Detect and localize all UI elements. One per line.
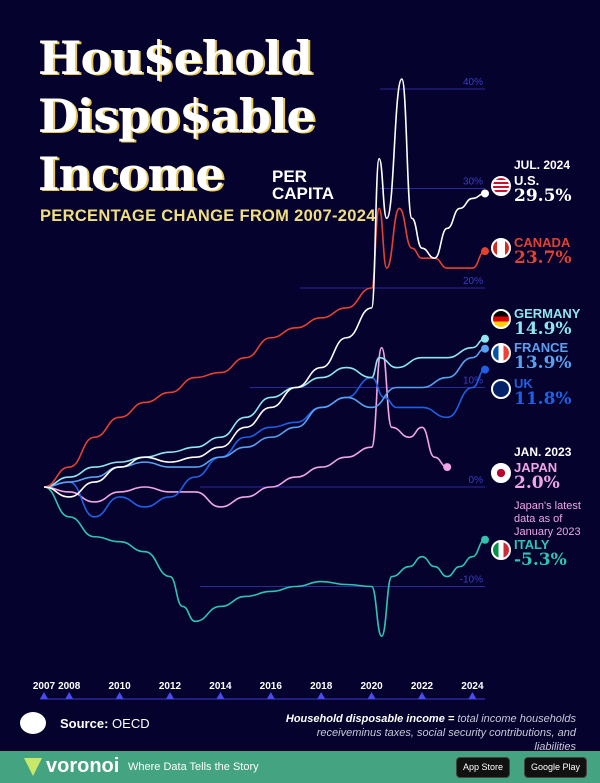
x-tick-label: 2014 <box>209 681 232 692</box>
series-endpoint <box>481 344 489 353</box>
flag-uk-icon <box>491 379 511 399</box>
title-line-3: Income <box>38 147 225 201</box>
per-capita-label: PER CAPITA <box>272 167 335 203</box>
x-tick-marker <box>468 692 477 699</box>
series-line-germany <box>43 337 486 488</box>
title-line-1: Hou$ehold <box>38 31 313 85</box>
series-line-uk <box>43 368 486 518</box>
x-tick-marker <box>266 692 275 699</box>
country-label: GERMANY <box>514 306 581 321</box>
google-play-button[interactable]: Google Play <box>524 757 588 778</box>
series-line-canada <box>43 207 486 488</box>
x-tick-label: 2012 <box>159 681 182 692</box>
flag-us-icon <box>491 176 511 196</box>
source-label: Source: <box>60 716 109 731</box>
x-tick-marker <box>418 692 426 699</box>
final-value: 13.9% <box>514 353 572 373</box>
y-tick-label: 20% <box>463 276 483 287</box>
definition: Household disposable income = total inco… <box>276 712 576 754</box>
series-line-italy <box>43 486 486 638</box>
flag-japan-icon <box>491 463 511 483</box>
source-value: OECD <box>112 716 150 731</box>
x-tick-label: 2007 <box>33 681 56 692</box>
flag-germany-icon <box>491 309 511 329</box>
source: Source: OECD <box>60 716 150 731</box>
tagline: Where Data Tells the Story <box>128 761 259 773</box>
app-store-label: App Store <box>463 762 504 772</box>
google-play-label: Google Play <box>531 762 581 772</box>
y-tick-label: 0% <box>469 475 484 486</box>
footer-bar: voronoi Where Data Tells the Story App S… <box>0 751 600 783</box>
brand-name[interactable]: voronoi <box>46 755 120 777</box>
flag-france-icon <box>491 343 511 363</box>
x-tick-marker <box>65 692 74 699</box>
x-tick-label: 2018 <box>310 681 333 692</box>
country-label: FRANCE <box>514 340 569 355</box>
x-tick-label: 2010 <box>108 681 131 692</box>
app-store-button[interactable]: App Store <box>456 757 511 778</box>
x-tick-marker <box>216 692 225 699</box>
source-logo <box>20 712 46 734</box>
x-tick-label: 2008 <box>58 681 81 692</box>
flag-canada-icon <box>491 238 511 258</box>
series-line-us <box>43 78 486 498</box>
definition-text: total income households receiveminus tax… <box>316 713 576 753</box>
flag-italy-icon <box>491 540 511 560</box>
japan-note: Japan's latest data as of January 2023 <box>514 500 581 538</box>
voronoi-logo-icon <box>24 758 42 776</box>
country-label: ITALY <box>514 537 550 552</box>
series-endpoint <box>481 535 489 544</box>
x-tick-marker <box>367 692 376 699</box>
series-endpoint <box>481 334 489 343</box>
x-tick-label: 2022 <box>411 681 434 692</box>
series-line-france <box>43 347 486 488</box>
x-tick-marker <box>115 692 124 699</box>
x-tick-marker <box>40 692 48 699</box>
series-endpoint <box>481 365 489 374</box>
subtitle: PERCENTAGE CHANGE FROM 2007-2024 <box>40 207 376 225</box>
country-label: U.S. <box>514 173 540 188</box>
final-value: 29.5% <box>514 186 572 206</box>
series-endpoint <box>481 189 489 198</box>
final-value: -5.3% <box>514 550 567 570</box>
y-tick-label: 10% <box>463 376 483 387</box>
final-value: 23.7% <box>514 248 572 268</box>
final-value: 2.0% <box>514 473 560 493</box>
definition-term: Household disposable income = <box>285 713 455 725</box>
country-label: CANADA <box>514 235 571 250</box>
x-tick-marker <box>317 692 326 699</box>
y-tick-label: 40% <box>463 77 483 88</box>
country-label: JAPAN <box>514 460 558 475</box>
y-tick-label: 30% <box>463 177 483 188</box>
series-endpoint <box>481 247 489 256</box>
date-label: JUL. 2024 <box>514 158 571 172</box>
final-value: 11.8% <box>514 389 572 409</box>
series-line-japan <box>43 346 448 508</box>
series-endpoint <box>443 463 452 472</box>
x-tick-label: 2016 <box>260 681 283 692</box>
final-value: 14.9% <box>514 319 572 339</box>
x-tick-label: 2024 <box>461 681 484 692</box>
country-label: UK <box>514 376 533 391</box>
title-line-2: Dispo$able <box>38 89 316 143</box>
x-tick-label: 2020 <box>360 681 383 692</box>
date-label: JAN. 2023 <box>514 445 572 459</box>
x-tick-marker <box>166 692 174 699</box>
y-tick-label: -10% <box>460 575 483 586</box>
